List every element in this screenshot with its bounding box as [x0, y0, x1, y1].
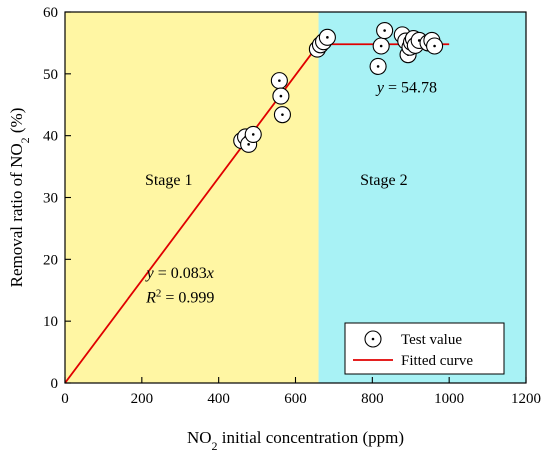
equation-label: R2 = 0.999	[145, 288, 214, 307]
y-axis-title: Removal ratio of NO2 (%)	[7, 108, 32, 288]
legend-entry-test-value: Test value	[364, 330, 462, 348]
x-tick-label: 600	[284, 391, 307, 407]
test-value-points	[233, 21, 444, 153]
x-tick-label: 1200	[511, 391, 541, 407]
stage-region-2	[318, 12, 526, 383]
plot-labels: Stage 1 Stage 2 y = 54.78 y = 0.083x R2 = 0.…	[145, 79, 437, 306]
data-point	[244, 125, 262, 143]
stage-label-2: Stage 2	[360, 172, 408, 189]
equation-label: y = 54.78	[375, 79, 437, 96]
x-tick-label: 0	[61, 391, 69, 407]
y-tick-label: 10	[43, 314, 58, 330]
data-point	[270, 72, 288, 90]
stage-label-1: Stage 1	[145, 172, 193, 189]
legend-entry-fitted-curve: Fitted curve	[353, 353, 473, 369]
x-tick-label: 200	[131, 391, 154, 407]
y-tick-label: 40	[43, 129, 58, 145]
data-point	[369, 57, 387, 75]
data-point	[426, 37, 444, 55]
data-point	[372, 37, 390, 55]
x-tick-label: 800	[361, 391, 384, 407]
data-point	[272, 87, 290, 105]
y-tick-label: 0	[51, 376, 59, 392]
data-point	[318, 28, 336, 46]
y-tick-label: 60	[43, 5, 58, 21]
stage-region-1	[65, 12, 319, 383]
data-point	[376, 21, 394, 40]
x-tick-label: 400	[207, 391, 230, 407]
x-axis-title: NO2 initial concentration (ppm)	[187, 428, 404, 453]
legend-label: Fitted curve	[401, 353, 473, 369]
legend: Test value Fitted curve	[344, 322, 505, 375]
data-point	[273, 106, 291, 124]
x-tick-label: 1000	[434, 391, 464, 407]
axes: 0 200 400 600 800 1000 1200 0 10 20 30 40 50 60 NO2 in…	[7, 5, 541, 453]
legend-label: Test value	[401, 332, 462, 348]
equation-label: y = 0.083x	[145, 265, 214, 282]
y-tick-label: 50	[43, 67, 58, 83]
y-tick-label: 20	[43, 252, 58, 268]
y-tick-label: 30	[43, 191, 58, 207]
